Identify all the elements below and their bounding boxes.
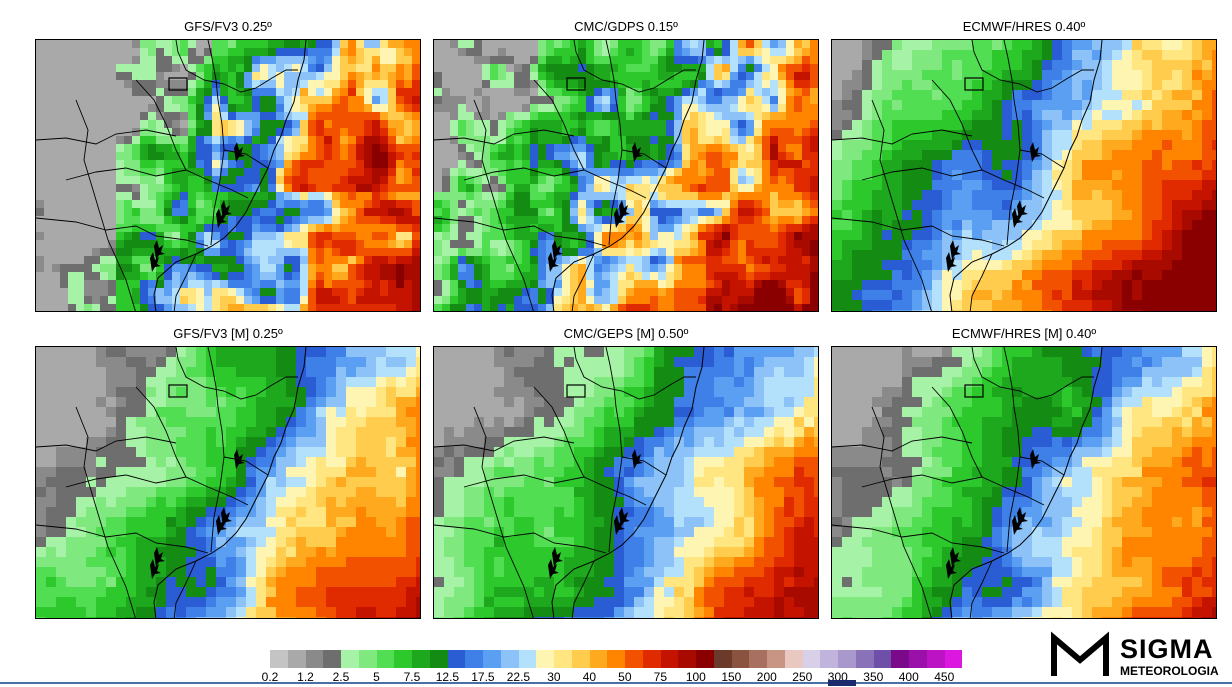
map-panel: CMC/GEPS [M] 0.50º: [433, 346, 819, 619]
colorbar-swatch: [590, 650, 608, 668]
colorbar-swatch: [483, 650, 501, 668]
precipitation-colorbar: [270, 650, 962, 668]
map-panel: CMC/GDPS 0.15º: [433, 39, 819, 312]
colorbar-swatch: [714, 650, 732, 668]
colorbar-swatch: [891, 650, 909, 668]
colorbar-swatch: [927, 650, 945, 668]
colorbar-swatch: [448, 650, 466, 668]
colorbar-swatch: [501, 650, 519, 668]
colorbar-swatch: [412, 650, 430, 668]
sigma-meteorologia-logo: SIGMA METEOROLOGIA: [1050, 630, 1220, 682]
colorbar-swatch: [270, 650, 288, 668]
colorbar-swatch: [625, 650, 643, 668]
colorbar-swatch: [856, 650, 874, 668]
colorbar-swatch: [306, 650, 324, 668]
precipitation-map: [433, 39, 819, 312]
colorbar-swatch: [785, 650, 803, 668]
colorbar-swatch: [643, 650, 661, 668]
precipitation-map: [35, 346, 421, 619]
colorbar-swatch: [536, 650, 554, 668]
logo-mark-icon: [1050, 630, 1116, 682]
colorbar-swatch: [465, 650, 483, 668]
precipitation-map: [433, 346, 819, 619]
logo-wordmark: SIGMA: [1120, 634, 1214, 665]
colorbar-swatch: [749, 650, 767, 668]
precipitation-map: [831, 346, 1217, 619]
colorbar-swatch: [661, 650, 679, 668]
colorbar-swatch: [341, 650, 359, 668]
colorbar-swatch: [696, 650, 714, 668]
panel-title: GFS/FV3 [M] 0.25º: [35, 326, 421, 341]
colorbar-swatch: [767, 650, 785, 668]
colorbar-swatch: [394, 650, 412, 668]
bottom-divider: [0, 682, 1232, 684]
colorbar-swatch: [820, 650, 838, 668]
colorbar-swatch: [607, 650, 625, 668]
map-panel: ECMWF/HRES 0.40º: [831, 39, 1217, 312]
colorbar-swatch: [945, 650, 963, 668]
bottom-tab-marker: [828, 680, 856, 686]
colorbar-swatch: [288, 650, 306, 668]
colorbar-swatch: [678, 650, 696, 668]
colorbar-swatch: [909, 650, 927, 668]
colorbar-swatch: [323, 650, 341, 668]
colorbar-swatch: [519, 650, 537, 668]
panel-title: GFS/FV3 0.25º: [35, 19, 421, 34]
precipitation-map: [35, 39, 421, 312]
map-panel: GFS/FV3 0.25º: [35, 39, 421, 312]
colorbar-swatch: [359, 650, 377, 668]
colorbar-swatch: [874, 650, 892, 668]
logo-subtitle: METEOROLOGIA: [1120, 664, 1219, 678]
panel-title: CMC/GEPS [M] 0.50º: [433, 326, 819, 341]
colorbar-swatch: [838, 650, 856, 668]
colorbar-swatch: [732, 650, 750, 668]
colorbar-swatch: [377, 650, 395, 668]
map-panel: ECMWF/HRES [M] 0.40º: [831, 346, 1217, 619]
panel-title: ECMWF/HRES 0.40º: [831, 19, 1217, 34]
colorbar-swatch: [430, 650, 448, 668]
precipitation-map: [831, 39, 1217, 312]
colorbar-swatch: [554, 650, 572, 668]
panel-title: ECMWF/HRES [M] 0.40º: [831, 326, 1217, 341]
colorbar-swatch: [572, 650, 590, 668]
colorbar-swatch: [803, 650, 821, 668]
panel-title: CMC/GDPS 0.15º: [433, 19, 819, 34]
map-panel: GFS/FV3 [M] 0.25º: [35, 346, 421, 619]
